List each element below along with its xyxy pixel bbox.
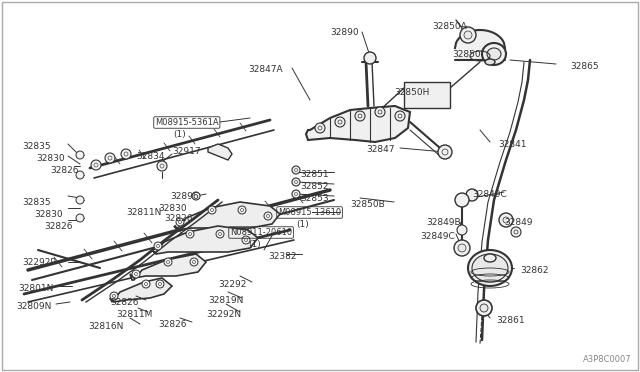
Circle shape [292, 190, 300, 198]
Text: 32292N: 32292N [206, 310, 241, 319]
Circle shape [480, 304, 488, 312]
Polygon shape [110, 278, 172, 302]
Circle shape [121, 149, 131, 159]
Text: 32852: 32852 [300, 182, 328, 191]
Text: 32816N: 32816N [88, 322, 124, 331]
Circle shape [242, 236, 250, 244]
Text: 32835: 32835 [22, 142, 51, 151]
Circle shape [476, 300, 492, 316]
Ellipse shape [472, 254, 508, 282]
Text: 32811M: 32811M [116, 310, 152, 319]
Text: 32826: 32826 [44, 222, 72, 231]
Circle shape [315, 123, 325, 133]
Circle shape [91, 160, 101, 170]
Text: 32847: 32847 [366, 145, 394, 154]
Circle shape [208, 206, 216, 214]
Circle shape [292, 166, 300, 174]
Text: 32890: 32890 [330, 28, 358, 37]
Circle shape [238, 206, 246, 214]
Ellipse shape [487, 48, 501, 60]
Circle shape [154, 242, 162, 250]
Text: 32861: 32861 [496, 316, 525, 325]
Text: N08911-20610: N08911-20610 [230, 228, 292, 237]
Bar [404, 82, 450, 108]
Text: 32811N: 32811N [126, 208, 161, 217]
Ellipse shape [484, 254, 496, 262]
Text: 32847A: 32847A [248, 65, 283, 74]
Text: 32382: 32382 [268, 252, 296, 261]
Polygon shape [306, 106, 410, 142]
Text: 32853: 32853 [300, 194, 328, 203]
Circle shape [76, 171, 84, 179]
Text: 32917: 32917 [172, 147, 200, 156]
Text: 32834: 32834 [136, 152, 164, 161]
Text: (1): (1) [173, 130, 186, 139]
Circle shape [455, 193, 469, 207]
Text: 32862: 32862 [520, 266, 548, 275]
Text: 32896: 32896 [170, 192, 198, 201]
Circle shape [216, 230, 224, 238]
Text: 32826: 32826 [110, 298, 138, 307]
Text: 32826: 32826 [164, 214, 193, 223]
Circle shape [110, 292, 118, 300]
Circle shape [157, 161, 167, 171]
Text: 32830: 32830 [36, 154, 65, 163]
Circle shape [264, 212, 272, 220]
Polygon shape [174, 202, 280, 230]
Circle shape [132, 270, 140, 278]
Ellipse shape [468, 250, 512, 286]
Text: 32849C: 32849C [472, 190, 507, 199]
Polygon shape [152, 226, 258, 254]
Text: (1): (1) [296, 220, 308, 229]
Text: 32809N: 32809N [16, 302, 51, 311]
Text: 32826: 32826 [50, 166, 79, 175]
Text: 32851: 32851 [300, 170, 328, 179]
Circle shape [458, 244, 466, 252]
Text: 32849B: 32849B [426, 218, 461, 227]
Circle shape [466, 189, 478, 201]
Text: 32819N: 32819N [208, 296, 243, 305]
Circle shape [335, 117, 345, 127]
Ellipse shape [482, 43, 506, 65]
Text: 32835: 32835 [22, 198, 51, 207]
Circle shape [76, 196, 84, 204]
Text: 32850A: 32850A [432, 22, 467, 31]
Circle shape [164, 258, 172, 266]
Circle shape [142, 280, 150, 288]
Circle shape [105, 153, 115, 163]
Circle shape [375, 107, 385, 117]
Text: 32841: 32841 [498, 140, 527, 149]
Circle shape [190, 258, 198, 266]
Circle shape [355, 111, 365, 121]
Text: 32826: 32826 [158, 320, 186, 329]
Circle shape [156, 280, 164, 288]
Circle shape [176, 218, 184, 226]
Text: 32849: 32849 [504, 218, 532, 227]
Text: 32292P: 32292P [22, 258, 56, 267]
Text: 32849C: 32849C [420, 232, 455, 241]
Text: 32830: 32830 [158, 204, 187, 213]
Circle shape [460, 27, 476, 43]
Circle shape [499, 213, 513, 227]
Text: M08915-13610: M08915-13610 [278, 208, 341, 217]
Text: 32850: 32850 [452, 50, 481, 59]
Ellipse shape [485, 59, 495, 65]
Circle shape [438, 145, 452, 159]
Circle shape [292, 178, 300, 186]
Text: 32801N: 32801N [18, 284, 53, 293]
Circle shape [76, 151, 84, 159]
Polygon shape [208, 144, 232, 160]
Text: (1): (1) [248, 240, 260, 249]
Text: 32850H: 32850H [394, 88, 429, 97]
Text: 32292: 32292 [218, 280, 246, 289]
Polygon shape [130, 254, 206, 280]
Text: 32850B: 32850B [350, 200, 385, 209]
Circle shape [511, 227, 521, 237]
Circle shape [192, 192, 200, 200]
Circle shape [186, 230, 194, 238]
Text: M08915-5361A: M08915-5361A [155, 118, 219, 127]
Circle shape [364, 52, 376, 64]
Circle shape [395, 111, 405, 121]
Text: 32830: 32830 [34, 210, 63, 219]
